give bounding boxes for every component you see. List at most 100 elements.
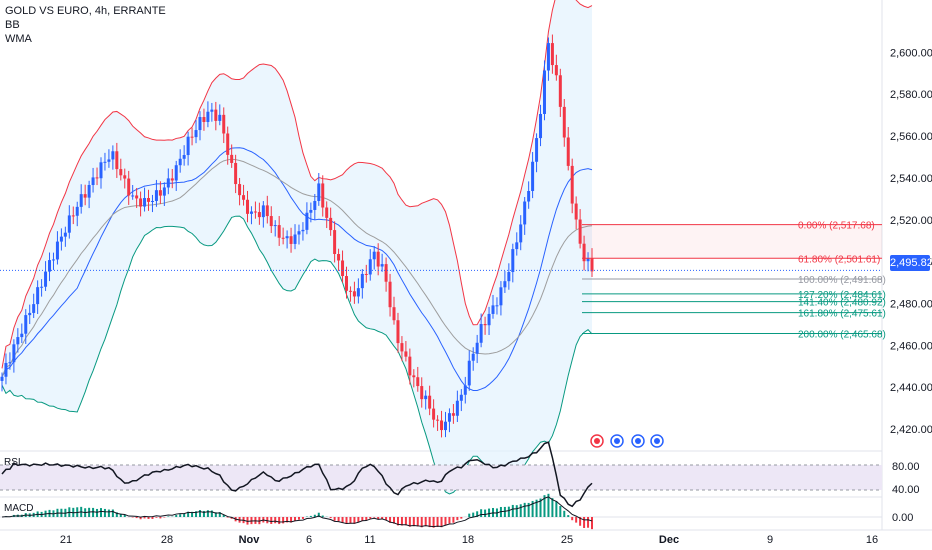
macd-histogram-bar <box>230 517 233 519</box>
candle-body <box>210 109 214 112</box>
wma-indicator-label[interactable]: WMA <box>5 33 32 45</box>
macd-histogram-bar <box>337 517 340 522</box>
macd-histogram-bar <box>191 511 194 517</box>
candle-body <box>400 343 404 352</box>
candle-body <box>99 162 103 179</box>
event-icon-dot <box>614 438 620 444</box>
candle-body <box>586 258 590 262</box>
candle-body <box>139 198 143 207</box>
macd-histogram-bar <box>175 514 178 517</box>
macd-histogram-bar <box>452 517 455 523</box>
candle-body <box>527 191 531 202</box>
candle-body <box>186 136 190 156</box>
candle-body <box>131 195 135 197</box>
candle-body <box>87 185 91 198</box>
macd-histogram-bar <box>448 517 451 524</box>
candle-body <box>341 260 345 277</box>
candle-body <box>24 315 28 334</box>
macd-histogram-bar <box>551 498 554 517</box>
candle-body <box>539 113 543 139</box>
candle-body <box>135 195 139 199</box>
rsi-tick-label: 80.00 <box>892 461 920 473</box>
candle-body <box>364 273 368 275</box>
macd-histogram-bar <box>547 493 550 517</box>
candle-body <box>487 313 491 326</box>
candle-body <box>297 231 301 235</box>
candle-body <box>546 43 550 71</box>
candle-body <box>273 225 277 227</box>
macd-histogram-bar <box>115 512 118 517</box>
x-tick-label: 28 <box>161 534 173 546</box>
macd-histogram-bar <box>294 517 297 521</box>
event-icon-dot <box>594 438 600 444</box>
candle-body <box>404 351 408 357</box>
candle-body <box>436 419 440 421</box>
candle-body <box>344 276 348 291</box>
candle-body <box>182 155 186 159</box>
bb-band-fill <box>2 0 592 494</box>
macd-histogram-bar <box>385 517 388 521</box>
macd-histogram-bar <box>381 517 384 519</box>
candle-body <box>574 203 578 220</box>
candle-body <box>424 395 428 400</box>
candle-body <box>558 75 562 107</box>
candle-body <box>194 130 198 138</box>
macd-histogram-bar <box>183 513 186 517</box>
candle-body <box>206 111 210 122</box>
event-icon-dot <box>635 438 641 444</box>
candle-body <box>71 215 75 217</box>
y-tick-label: 2,560.00 <box>890 131 932 143</box>
x-tick-label: 6 <box>306 534 312 546</box>
candle-body <box>40 286 44 288</box>
macd-histogram-bar <box>543 495 546 517</box>
fib-level-label: 161.80% (2,475.61) <box>798 309 886 320</box>
macd-histogram-bar <box>92 507 95 517</box>
macd-histogram-bar <box>119 513 122 517</box>
rsi-tick-label: 40.00 <box>892 484 920 496</box>
candle-body <box>230 154 234 163</box>
candle-body <box>578 219 582 244</box>
candle-body <box>8 362 12 364</box>
macd-histogram-bar <box>480 509 483 517</box>
symbol-title[interactable]: GOLD VS EURO, 4h, ERRANTE <box>5 5 166 17</box>
candle-body <box>75 206 79 216</box>
y-tick-label: 2,480.00 <box>890 298 932 310</box>
macd-histogram-bar <box>591 517 593 530</box>
fib-level-label: 0.00% (2,517.68) <box>798 221 875 232</box>
y-tick-label: 2,520.00 <box>890 215 932 227</box>
candle-body <box>408 356 412 376</box>
fib-zone-fill <box>582 224 882 259</box>
macd-histogram-bar <box>96 508 99 517</box>
candle-body <box>289 236 293 244</box>
candle-body <box>83 194 87 198</box>
macd-histogram-bar <box>404 517 407 526</box>
macd-histogram-bar <box>432 517 435 528</box>
macd-histogram-bar <box>329 517 332 519</box>
macd-histogram-bar <box>523 502 526 517</box>
candle-body <box>265 205 269 217</box>
macd-histogram-bar <box>210 510 213 517</box>
macd-histogram-bar <box>278 517 281 525</box>
macd-histogram-bar <box>222 514 225 517</box>
macd-histogram-bar <box>436 517 439 528</box>
candle-body <box>554 65 558 76</box>
macd-histogram-bar <box>155 517 158 518</box>
macd-histogram-bar <box>373 517 376 518</box>
candle-body <box>285 236 289 239</box>
macd-histogram-bar <box>515 505 518 517</box>
candle-body <box>51 259 55 261</box>
candle-body <box>507 272 511 282</box>
candle-body <box>4 362 8 377</box>
candle-body <box>20 333 24 338</box>
macd-histogram-bar <box>583 517 586 528</box>
candle-body <box>103 161 107 163</box>
macd-histogram-bar <box>202 510 205 517</box>
y-tick-label: 2,540.00 <box>890 173 932 185</box>
bb-indicator-label[interactable]: BB <box>5 19 20 31</box>
candle-body <box>214 109 218 121</box>
candle-body <box>333 230 337 255</box>
candle-body <box>79 194 83 207</box>
candle-body <box>36 287 40 305</box>
chart-legend: GOLD VS EURO, 4h, ERRANTE BB WMA <box>5 4 166 46</box>
